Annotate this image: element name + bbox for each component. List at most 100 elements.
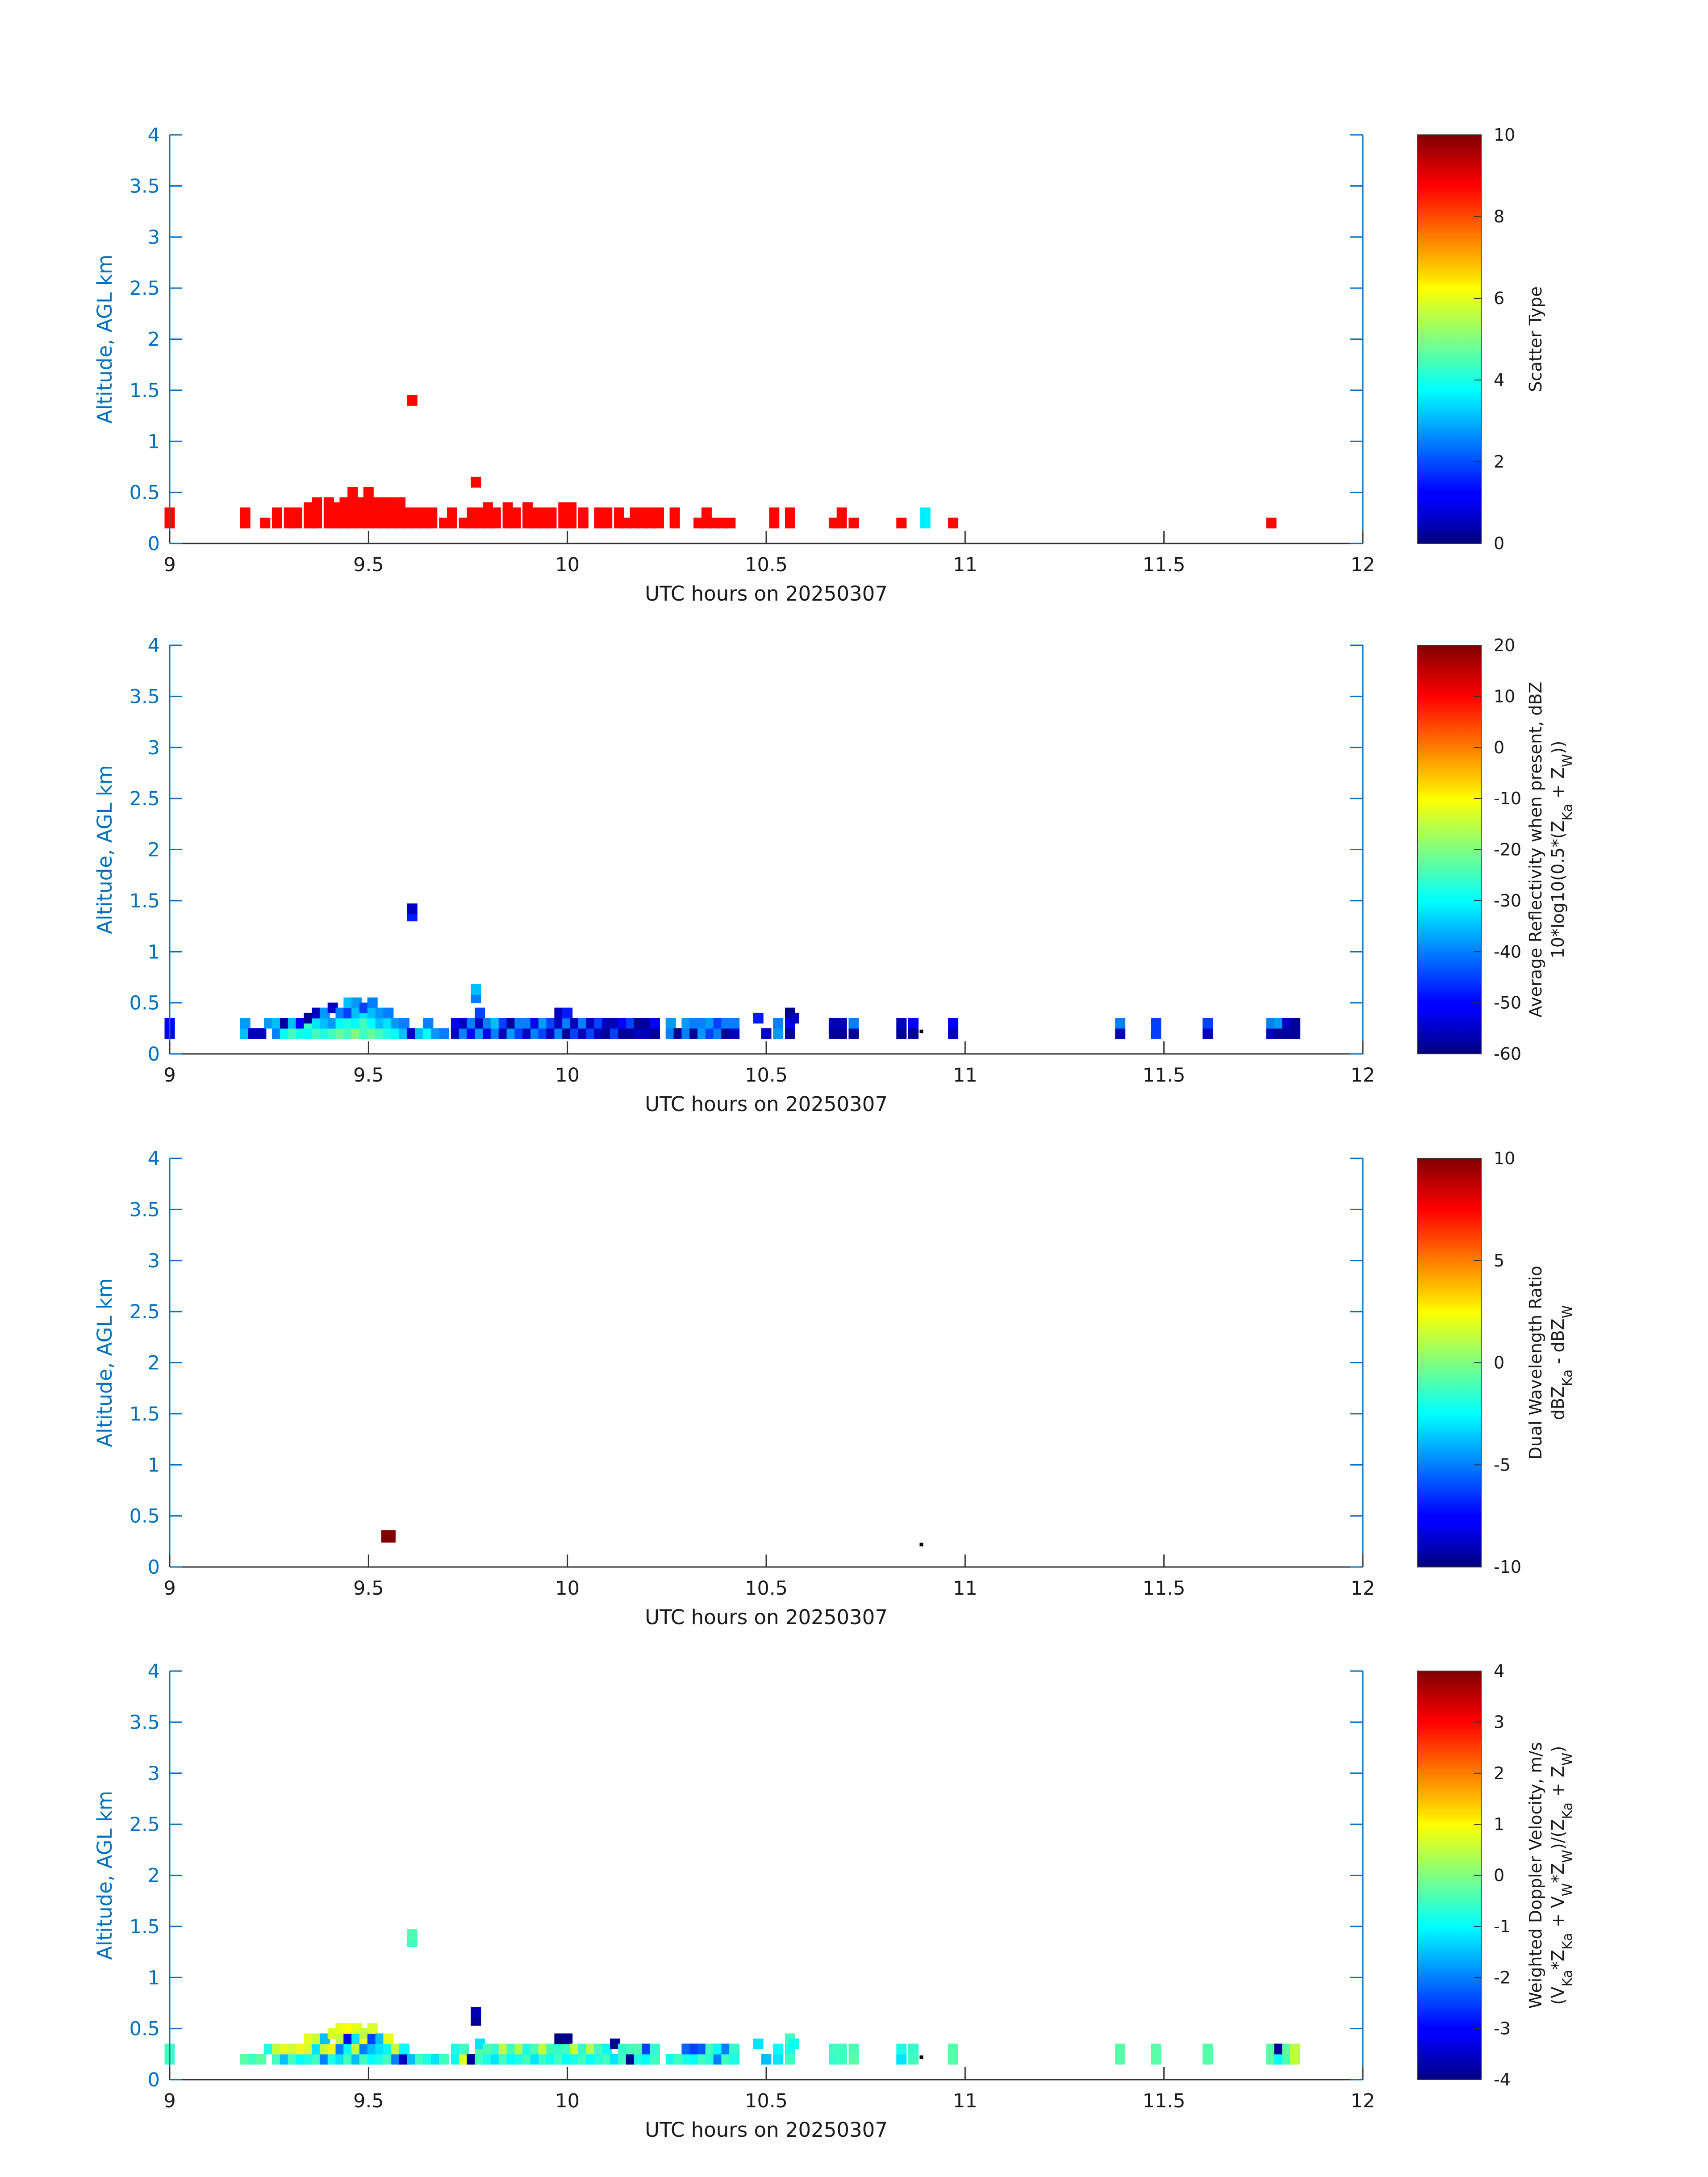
heatmap-cell (272, 2054, 282, 2065)
heatmap-cell (1115, 1028, 1126, 1039)
heatmap-cell (375, 1007, 386, 1019)
x-tick-label: 11.5 (1143, 1064, 1186, 1086)
heatmap-cell (335, 1018, 346, 1029)
heatmap-cell (618, 1028, 628, 1039)
heatmap-cell (546, 507, 557, 518)
heatmap-cell (729, 1018, 740, 1029)
heatmap-cell (415, 1028, 426, 1039)
heatmap-cell (848, 518, 859, 529)
y-tick-label: 0.5 (129, 992, 160, 1015)
heatmap-cell (618, 2054, 628, 2065)
heatmap-cell (431, 1028, 442, 1039)
heatmap-cell (240, 1028, 251, 1039)
heatmap-cell (483, 2054, 493, 2065)
heatmap-cell (546, 1028, 557, 1039)
heatmap-cell (375, 1028, 386, 1039)
heatmap-cell (729, 2043, 740, 2055)
heatmap-cell (367, 997, 378, 1008)
heatmap-cell (689, 2043, 700, 2055)
heatmap-cell (284, 507, 294, 518)
x-tick-label: 9 (163, 1064, 175, 1086)
y-tick-label: 3.5 (129, 175, 160, 197)
heatmap-cell (908, 1028, 919, 1039)
heatmap-cell (483, 2043, 493, 2055)
heatmap-cell (490, 518, 501, 529)
heatmap-cell (506, 1018, 517, 1029)
y-tick-label: 0.5 (129, 1505, 160, 1528)
heatmap-cell (828, 1028, 839, 1039)
heatmap-cell (490, 507, 501, 518)
heatmap-cell (475, 1018, 485, 1029)
heatmap-cell (1151, 1018, 1161, 1029)
heatmap-cell (288, 2054, 298, 2065)
heatmap-cell (292, 507, 302, 518)
y-tick-label: 0 (148, 1556, 160, 1579)
heatmap-cell (319, 1018, 330, 1029)
heatmap-cell (343, 1028, 354, 1039)
heatmap-cell (610, 1018, 620, 1029)
heatmap-cell (467, 518, 477, 529)
heatmap-cell (367, 1018, 378, 1029)
heatmap-cell (717, 518, 728, 529)
heatmap-cell (602, 2043, 613, 2055)
x-tick-label: 11.5 (1143, 1577, 1186, 1600)
heatmap-cell (343, 2054, 354, 2065)
colorbar-label: dBZKa - dBZW (1548, 1305, 1575, 1421)
heatmap-cell (304, 518, 314, 529)
heatmap-cell (327, 1018, 338, 1029)
colorbar-tick-label: -60 (1494, 1044, 1521, 1064)
colorbar-tick-label: -10 (1494, 789, 1521, 808)
heatmap-cell (920, 518, 931, 529)
heatmap-cell (327, 1003, 338, 1014)
heatmap-cell (331, 518, 342, 529)
heatmap-cell (423, 1028, 434, 1039)
heatmap-cell (419, 518, 430, 529)
colorbar-tick-label: -2 (1494, 1968, 1511, 1987)
heatmap-cell (327, 2028, 338, 2039)
heatmap-cell (335, 2033, 346, 2044)
y-tick-label: 0 (148, 533, 160, 555)
heatmap-cell (558, 502, 569, 513)
heatmap-cell (669, 518, 680, 529)
x-tick-label: 10.5 (745, 1064, 788, 1086)
heatmap-cell (375, 2033, 386, 2044)
colorbar-tick-label: -20 (1494, 840, 1521, 860)
y-tick-label: 1 (148, 430, 160, 453)
heatmap-cell (610, 2038, 620, 2049)
heatmap-cell (447, 507, 457, 518)
heatmap-cell (773, 1018, 784, 1029)
heatmap-cell (471, 992, 481, 1003)
heatmap-cell (785, 1028, 795, 1039)
heatmap-cell (280, 1018, 290, 1029)
heatmap-cell (562, 1018, 573, 1029)
heatmap-cell (383, 2033, 394, 2044)
heatmap-cell (665, 1018, 676, 1029)
heatmap-cell (1274, 2043, 1285, 2055)
heatmap-cell (427, 507, 438, 518)
heatmap-cell (355, 497, 366, 508)
x-tick-label: 9.5 (353, 554, 384, 576)
colorbar-tick-label: 2 (1494, 452, 1504, 472)
heatmap-cell (594, 518, 605, 529)
y-tick-label: 4 (148, 635, 160, 657)
heatmap-cell (471, 984, 481, 995)
x-tick-label: 10 (555, 2090, 580, 2112)
heatmap-cell (530, 1018, 541, 1029)
y-tick-label: 3 (148, 1250, 160, 1272)
colorbar-tick-label: 0 (1494, 1866, 1504, 1885)
heatmap-cell (785, 507, 795, 518)
colorbar-tick-label: 5 (1494, 1251, 1504, 1270)
heatmap-cell (367, 2054, 378, 2065)
heatmap-cell (363, 507, 374, 518)
y-axis-label: Altitude, AGL km (93, 765, 117, 934)
heatmap-cell (343, 997, 354, 1008)
heatmap-cell (248, 1028, 259, 1039)
heatmap-cell (335, 2043, 346, 2055)
heatmap-cell (351, 997, 362, 1008)
heatmap-cell (319, 1028, 330, 1039)
heatmap-cell (347, 518, 358, 529)
heatmap-cell (514, 2054, 525, 2065)
heatmap-cell (578, 1018, 589, 1029)
heatmap-cell (1203, 2054, 1213, 2065)
